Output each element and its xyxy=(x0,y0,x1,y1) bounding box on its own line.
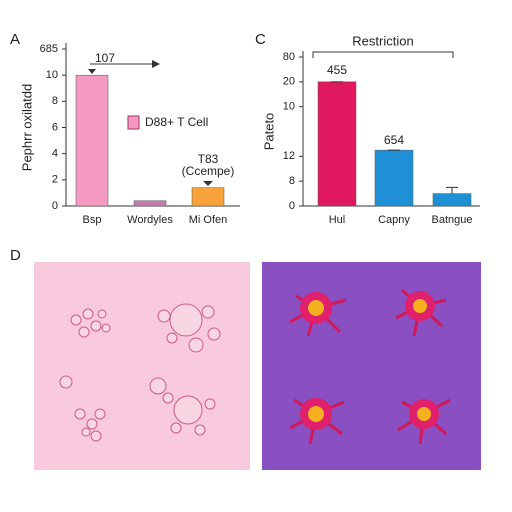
micrograph-left xyxy=(34,262,250,470)
bar xyxy=(317,81,357,207)
x-tick-label: Mi Ofen xyxy=(189,214,228,226)
x-tick-label: Hul xyxy=(329,214,346,226)
panel-label: D xyxy=(10,247,21,264)
y-tick-label: 4 xyxy=(52,148,58,160)
y-axis-label: Pephrr oxilatdd xyxy=(19,84,34,171)
y-tick-label: 12 xyxy=(283,150,295,162)
y-tick-label: 0 xyxy=(52,200,58,212)
x-tick-label: Capny xyxy=(378,214,410,226)
y-tick-label: 0 xyxy=(289,200,295,212)
bar xyxy=(374,149,414,207)
y-tick-label: 685 xyxy=(40,43,58,55)
annotation: 455 xyxy=(327,63,347,77)
y-tick-label: 10 xyxy=(283,101,295,113)
bar xyxy=(191,187,225,207)
y-axis-label: Pateto xyxy=(261,113,276,151)
x-tick-label: Batngue xyxy=(432,214,473,226)
annotation: 107 xyxy=(95,51,115,65)
y-tick-label: 8 xyxy=(52,95,58,107)
legend-swatch xyxy=(127,115,140,130)
legend-label: D88+ T Cell xyxy=(145,115,208,129)
bar xyxy=(133,200,167,207)
y-tick-label: 8 xyxy=(289,175,295,187)
arrow-head xyxy=(152,60,160,68)
panel-label: C xyxy=(255,31,266,48)
y-tick-label: 20 xyxy=(283,76,295,88)
y-tick-label: 80 xyxy=(283,51,295,63)
y-tick-label: 2 xyxy=(52,174,58,186)
micrograph-right xyxy=(262,262,481,470)
marker xyxy=(88,69,96,74)
marker xyxy=(203,181,213,186)
y-tick-label: 10 xyxy=(46,69,58,81)
panel-label: A xyxy=(10,31,20,48)
x-tick-label: Bsp xyxy=(83,214,102,226)
x-tick-label: Wordyles xyxy=(127,214,173,226)
y-tick-label: 6 xyxy=(52,121,58,133)
annotation: (Ccempe) xyxy=(182,164,235,178)
bar xyxy=(75,74,109,207)
annotation: 654 xyxy=(384,133,404,147)
chart-title: Restriction xyxy=(352,33,413,48)
bar xyxy=(432,193,472,207)
bracket xyxy=(312,51,454,58)
annotation: T83 xyxy=(198,152,219,166)
